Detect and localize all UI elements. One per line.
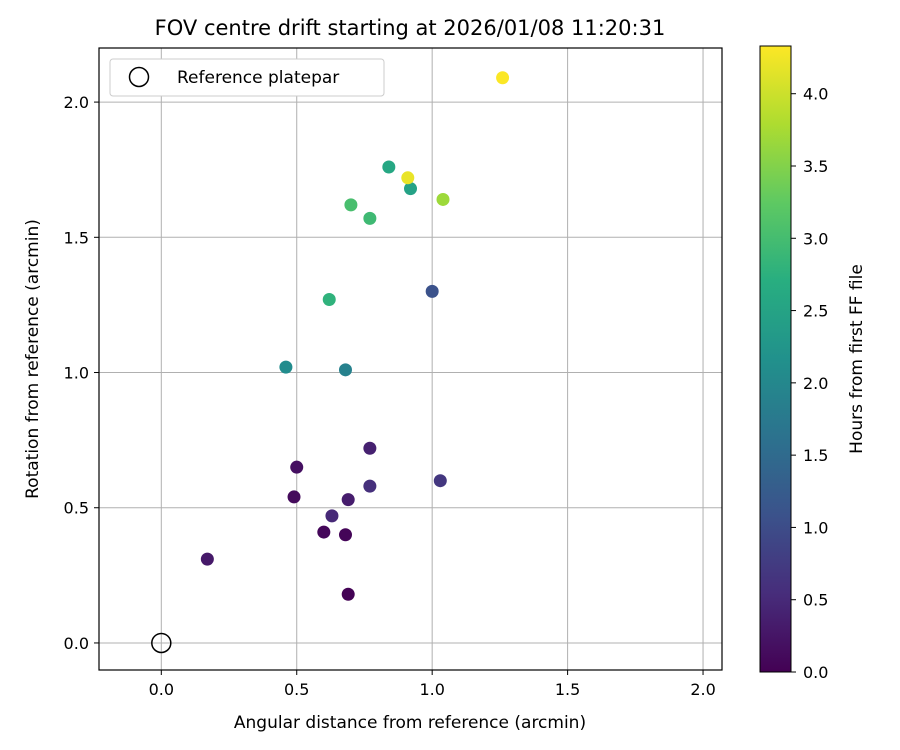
colorbar-ticks: 0.0 0.5 1.0 1.5 2.0 2.5 3.0 3.5 4.0 (791, 85, 828, 682)
colorbar-tick-label: 3.5 (803, 157, 828, 176)
legend-box (109, 58, 385, 97)
colorbar (759, 45, 792, 673)
colorbar-label: Hours from first FF file (847, 264, 867, 454)
grid-y (99, 101, 722, 644)
data-point (433, 474, 447, 488)
colorbar-tick-label: 1.5 (803, 446, 828, 465)
data-point (404, 182, 417, 196)
data-point (317, 525, 331, 539)
plot-area (99, 48, 722, 670)
y-axis-label: Rotation from reference (arcmin) (23, 219, 43, 499)
colorbar-tick-label: 0.0 (803, 663, 828, 682)
y-tick-label: 1.5 (64, 228, 89, 247)
x-axis-ticks: 0.0 0.5 1.0 1.5 2.0 (149, 670, 716, 699)
x-tick-label: 1.0 (419, 680, 444, 699)
colorbar-tick-label: 0.5 (803, 591, 828, 610)
data-point (200, 552, 214, 566)
data-point (341, 587, 355, 601)
colorbar-tick-label: 2.0 (803, 374, 828, 393)
colorbar-tick-label: 2.5 (803, 302, 828, 321)
y-tick-label: 2.0 (64, 93, 89, 112)
data-point (436, 192, 450, 206)
data-point (425, 284, 439, 298)
data-point (338, 363, 352, 377)
data-point (279, 360, 293, 374)
data-point (290, 460, 304, 474)
y-axis-ticks: 0.0 0.5 1.0 1.5 2.0 (64, 93, 99, 653)
x-tick-label: 0.5 (284, 680, 309, 699)
data-point (287, 490, 301, 504)
plot-frame (98, 47, 723, 671)
colorbar-tick-label: 4.0 (803, 85, 828, 104)
data-point (338, 528, 352, 542)
y-tick-label: 1.0 (64, 364, 89, 383)
chart-title: FOV centre drift starting at 2026/01/08 … (155, 16, 666, 40)
x-tick-label: 2.0 (690, 680, 715, 699)
x-tick-label: 1.5 (555, 680, 580, 699)
data-point (401, 171, 415, 185)
data-point (363, 479, 377, 493)
data-point (382, 160, 396, 174)
colorbar-tick-label: 1.0 (803, 518, 828, 537)
data-point (341, 493, 355, 507)
data-point (325, 509, 339, 523)
legend-label: Reference platepar (177, 68, 339, 88)
data-point (322, 293, 336, 307)
x-tick-label: 0.0 (149, 680, 174, 699)
y-tick-label: 0.5 (64, 499, 89, 518)
data-point (344, 198, 358, 212)
data-points (200, 71, 510, 601)
data-point (363, 211, 377, 225)
legend-marker (128, 66, 150, 88)
reference-point-marker (151, 632, 172, 654)
x-axis-label: Angular distance from reference (arcmin) (234, 713, 586, 733)
data-point (496, 71, 510, 85)
y-tick-label: 0.0 (64, 634, 89, 653)
grid-x (160, 48, 704, 670)
legend: Reference platepar (109, 58, 385, 97)
colorbar-tick-label: 3.0 (803, 229, 828, 248)
data-point (363, 441, 377, 455)
